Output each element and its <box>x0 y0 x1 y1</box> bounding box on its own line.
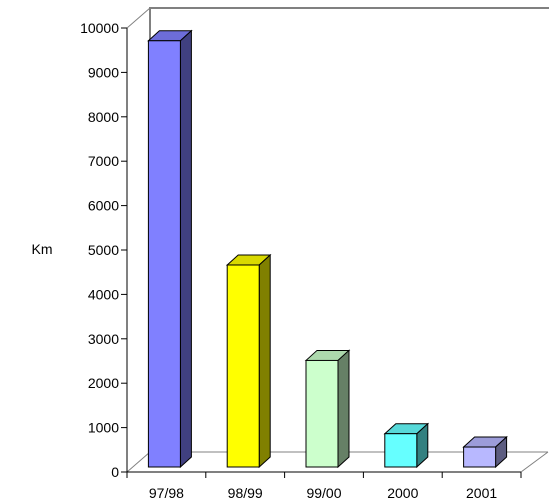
bar-side-face <box>258 253 271 469</box>
bar <box>304 349 351 469</box>
x-tick-label: 2001 <box>466 485 497 501</box>
bar-front-face <box>147 40 181 468</box>
y-tick-label: 0 <box>111 464 119 480</box>
y-tick-label: 7000 <box>88 153 119 169</box>
y-tick-label: 10000 <box>80 20 119 36</box>
bar-front-face <box>305 359 339 468</box>
y-tick-label: 9000 <box>88 64 119 80</box>
bars <box>147 29 508 469</box>
bar-front-face <box>226 264 260 468</box>
y-axis-title: Km <box>32 241 53 257</box>
bar <box>383 422 430 469</box>
x-tick-label: 99/00 <box>306 485 341 501</box>
bar-front-face <box>384 433 418 468</box>
y-tick-label: 8000 <box>88 109 119 125</box>
bar-side-face <box>337 349 350 469</box>
y-tick-label: 1000 <box>88 420 119 436</box>
y-tick-label: 6000 <box>88 198 119 214</box>
x-tick-label: 97/98 <box>149 485 184 501</box>
y-tick-label: 3000 <box>88 331 119 347</box>
x-tick-label: 98/99 <box>228 485 263 501</box>
bar-side-face <box>179 29 192 469</box>
y-tick-label: 2000 <box>88 375 119 391</box>
bar <box>225 253 272 469</box>
y-axis: 0 1000 2000 3000 4000 5000 6000 7000 8000 9000 100… <box>80 20 128 480</box>
wall-depth-top-edge <box>126 7 151 29</box>
bar-front-face <box>463 446 497 468</box>
bar <box>147 29 193 469</box>
floor-depth-left-edge <box>126 451 151 473</box>
floor-depth-right-edge <box>520 451 549 473</box>
x-axis: 97/98 98/99 99/00 2000 2001 <box>126 471 522 501</box>
y-tick-label: 4000 <box>88 286 119 302</box>
y-tick-label: 5000 <box>88 242 119 258</box>
bar <box>462 435 508 469</box>
x-tick-label: 2000 <box>387 485 418 501</box>
